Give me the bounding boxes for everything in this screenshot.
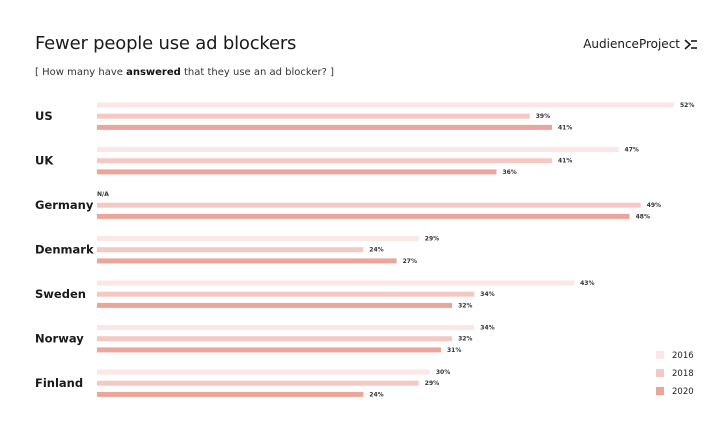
value-label-uk-2016: 47%: [625, 147, 639, 154]
bar-us-2016: [97, 102, 674, 108]
bar-finland-2018: [97, 380, 419, 386]
category-label-sweden: Sweden: [35, 287, 86, 301]
chart-title: Fewer people use ad blockers: [35, 33, 297, 54]
value-label-uk-2018: 41%: [558, 158, 572, 165]
value-label-denmark-2018: 24%: [369, 247, 383, 254]
value-label-uk-2020: 36%: [502, 169, 516, 176]
value-label-sweden-2016: 43%: [580, 280, 594, 287]
legend-label-2020: 2020: [672, 387, 694, 397]
value-label-germany-2018: 49%: [647, 202, 661, 209]
value-label-germany-2016: N/A: [97, 191, 109, 198]
legend-swatch-2018: [656, 369, 664, 377]
chart-subtitle: [ How many have answered that they use a…: [35, 67, 334, 78]
bar-germany-2020: [97, 213, 630, 219]
category-label-uk: UK: [35, 154, 54, 168]
category-label-denmark: Denmark: [35, 243, 94, 257]
bar-norway-2016: [97, 325, 475, 330]
bar-finland-2020: [97, 391, 364, 397]
bar-denmark-2018: [97, 247, 364, 253]
bar-uk-2020: [97, 169, 497, 175]
bar-denmark-2016: [97, 236, 419, 241]
value-label-finland-2018: 29%: [425, 380, 439, 387]
bar-us-2018: [97, 113, 530, 119]
category-label-finland: Finland: [35, 376, 83, 390]
value-label-us-2016: 52%: [680, 102, 694, 109]
value-label-denmark-2016: 29%: [425, 236, 439, 243]
category-label-us: US: [35, 109, 53, 123]
value-label-sweden-2018: 34%: [480, 291, 494, 298]
bar-germany-2018: [97, 202, 641, 208]
value-label-germany-2020: 48%: [636, 213, 650, 220]
logo-text: AudienceProject: [583, 37, 680, 51]
bar-sweden-2016: [97, 280, 575, 286]
subtitle-suffix: that they use an ad blocker? ]: [180, 67, 334, 78]
subtitle-bold: answered: [126, 67, 181, 78]
value-label-sweden-2020: 32%: [458, 302, 472, 309]
value-label-denmark-2020: 27%: [403, 258, 417, 265]
bar-sweden-2020: [97, 302, 453, 308]
logo-mark-icon: [684, 38, 697, 50]
legend-swatch-2016: [656, 351, 664, 359]
bar-uk-2016: [97, 147, 619, 152]
subtitle-prefix: [ How many have: [35, 67, 127, 78]
bar-sweden-2018: [97, 291, 475, 297]
legend-label-2016: 2016: [672, 351, 694, 361]
brand-logo: AudienceProject: [583, 37, 697, 51]
legend-label-2018: 2018: [672, 369, 694, 379]
bar-finland-2016: [97, 369, 430, 375]
value-label-norway-2018: 32%: [458, 336, 472, 343]
bar-us-2020: [97, 124, 552, 130]
value-label-norway-2020: 31%: [447, 347, 461, 354]
legend-swatch-2020: [656, 387, 664, 395]
value-label-us-2020: 41%: [558, 124, 572, 131]
bar-norway-2018: [97, 336, 453, 342]
bar-norway-2020: [97, 347, 441, 353]
value-label-norway-2016: 34%: [480, 325, 494, 332]
bar-denmark-2020: [97, 258, 397, 264]
category-label-germany: Germany: [35, 198, 94, 212]
bar-uk-2018: [97, 158, 552, 164]
value-label-finland-2020: 24%: [369, 391, 383, 398]
category-label-norway: Norway: [35, 332, 84, 346]
value-label-us-2018: 39%: [536, 113, 550, 120]
value-label-finland-2016: 30%: [436, 369, 450, 376]
